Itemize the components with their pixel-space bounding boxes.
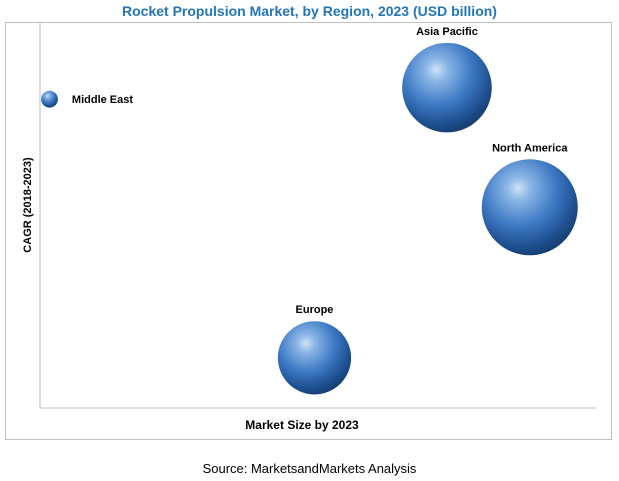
bubble-label-middle-east: Middle East bbox=[72, 94, 133, 106]
chart-frame bbox=[5, 22, 612, 440]
bubble-label-asia-pacific: Asia Pacific bbox=[416, 26, 478, 38]
chart-title: Rocket Propulsion Market, by Region, 202… bbox=[122, 3, 497, 19]
bubble-label-europe: Europe bbox=[296, 304, 334, 316]
bubble-middle-east bbox=[41, 90, 58, 108]
y-axis-label: CAGR (2018-2023) bbox=[22, 157, 34, 253]
x-axis-label: Market Size by 2023 bbox=[245, 418, 359, 432]
bubble-europe bbox=[277, 321, 352, 395]
bubble-asia-pacific bbox=[402, 42, 492, 133]
source-note: Source: MarketsandMarkets Analysis bbox=[202, 461, 417, 476]
bubble-north-america bbox=[481, 159, 578, 256]
bubble-label-north-america: North America bbox=[492, 142, 568, 154]
